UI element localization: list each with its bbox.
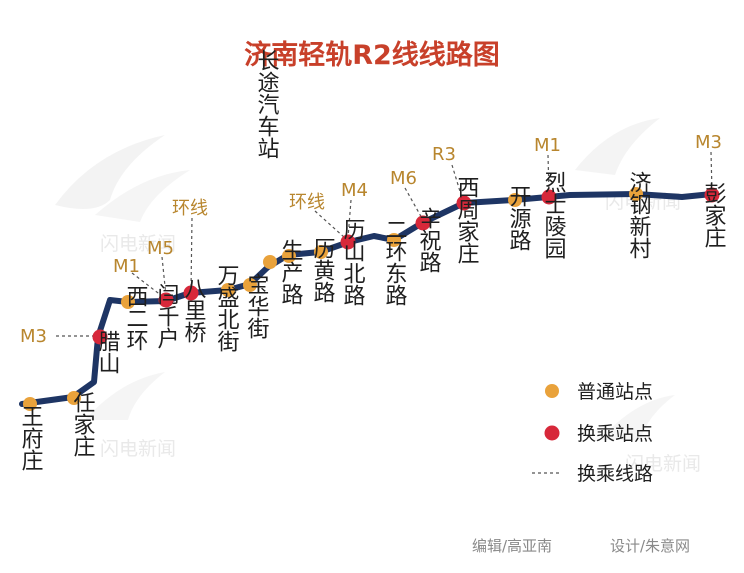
station-label: 西二环 xyxy=(123,285,149,351)
station-label: 生产路 xyxy=(278,239,304,305)
station-label: 西周家庄 xyxy=(454,176,480,264)
station-label: 闫千户 xyxy=(154,283,180,349)
station-dot-xinzhulu[interactable] xyxy=(415,215,431,231)
station-label: 任家庄 xyxy=(70,391,96,457)
legend-regular-label: 普通站点 xyxy=(577,381,653,403)
transfer-label: M6 xyxy=(390,168,417,189)
station-label: 八里桥 xyxy=(181,277,207,343)
transfer-labels: M3 M1 M5 环线 环线 M4 M6 R3 M1 M3 xyxy=(20,132,722,347)
station-label: 宝华街 xyxy=(244,273,270,339)
stations xyxy=(23,187,720,411)
legend-transfer-dot xyxy=(544,425,560,441)
station-dot-pengjiazhuang[interactable] xyxy=(704,187,720,203)
transfer-label: M1 xyxy=(113,256,140,277)
station-dot-wangfuzhuang[interactable] xyxy=(23,397,37,411)
transfer-label: M1 xyxy=(534,135,561,156)
station-dot-kaiyuanlu[interactable] xyxy=(508,193,522,207)
map-title: 济南轻轨R2线线路图 xyxy=(244,39,500,71)
station-label: 万盛北街 xyxy=(214,264,240,352)
station-dot-baliqiao[interactable] xyxy=(183,285,199,301)
station-dot-wanshengbeijie[interactable] xyxy=(221,283,235,297)
station-label: 济钢新村 xyxy=(626,171,652,259)
station-label: 辛祝路 xyxy=(416,207,442,273)
transfer-label: M4 xyxy=(341,180,368,201)
watermark-logo xyxy=(55,118,675,440)
station-dot-erhuandonglu[interactable] xyxy=(387,233,401,247)
station-label: 二环东路 xyxy=(382,218,408,306)
station-dot-xierhuan[interactable] xyxy=(121,295,135,309)
station-dot-baohuajie[interactable] xyxy=(243,278,257,292)
footer-designer: 设计/朱意网 xyxy=(610,537,690,555)
watermark-text: 闪电新闻 xyxy=(625,453,701,475)
station-dot-yanqianhu[interactable] xyxy=(158,292,174,308)
station-dot-shengchanlu[interactable] xyxy=(282,249,296,263)
station-labels: 王府庄 任家庄 腊山 西二环 闫千户 八里桥 万盛北街 宝华街 长途汽车站 生产… xyxy=(18,49,727,471)
station-label: 彭家庄 xyxy=(701,182,727,248)
transfer-label: M3 xyxy=(20,326,47,347)
station-dot-lihuanglu[interactable] xyxy=(314,245,328,259)
station-label: 开源路 xyxy=(506,185,532,251)
station-dot-renjiazhuang[interactable] xyxy=(67,391,81,405)
station-dot-lieshilingyuan[interactable] xyxy=(541,189,557,205)
station-dot-lishanbeilu[interactable] xyxy=(340,234,356,250)
legend-transfer-line-label: 换乘线路 xyxy=(577,463,653,485)
legend-transfer-label: 换乘站点 xyxy=(577,423,653,445)
transfer-label: M3 xyxy=(695,132,722,153)
station-label: 腊山 xyxy=(95,330,121,374)
legend-regular-dot xyxy=(545,384,559,398)
watermark-text: 闪电新闻 xyxy=(100,438,176,460)
station-dot-lashan[interactable] xyxy=(92,329,108,345)
station-dot-jigangxincun[interactable] xyxy=(629,187,643,201)
transfer-label: R3 xyxy=(432,144,456,165)
station-dot-xizhoujiazhuang[interactable] xyxy=(456,195,472,211)
transfer-leader-lines xyxy=(56,151,713,337)
station-dot-changtuqichezhan[interactable] xyxy=(263,255,277,269)
station-label: 历黄路 xyxy=(310,237,336,303)
transfer-label: M5 xyxy=(147,238,174,259)
transfer-label: 环线 xyxy=(172,198,208,219)
station-label: 长途汽车站 xyxy=(254,49,280,159)
station-label: 历山北路 xyxy=(340,218,366,306)
watermark-text: 闪电新闻 xyxy=(100,233,176,255)
footer-editor: 编辑/高亚南 xyxy=(472,537,552,555)
transfer-label: 环线 xyxy=(289,192,325,213)
station-label: 烈士陵园 xyxy=(541,171,567,259)
legend: 普通站点 换乘站点 换乘线路 xyxy=(532,381,653,485)
station-label: 王府庄 xyxy=(18,405,44,471)
